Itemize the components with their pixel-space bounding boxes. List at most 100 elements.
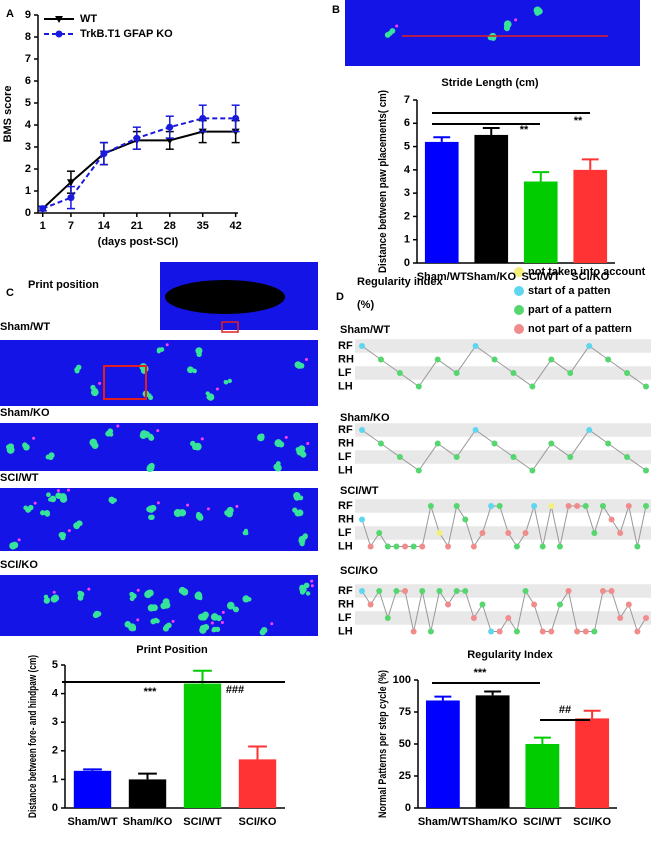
footprint [223,379,228,385]
footprint [162,625,169,632]
footprint [40,510,46,516]
step-band [355,423,651,437]
y-tick-label: 0 [404,257,410,269]
footprint [180,588,189,596]
step-path [361,429,647,472]
legend-label: not part of a pattern [528,323,632,335]
x-tick-label: SCI/KO [239,816,277,828]
step-dot [634,628,641,635]
step-dot [402,588,409,594]
footprint [43,594,49,600]
step-dot [510,370,517,376]
row-label: LF [338,612,352,624]
step-dot [505,615,512,621]
x-tick-label: 7 [68,220,74,232]
footprint-marker [270,622,274,626]
annotation: ## [559,704,571,716]
panel-letter: D [336,291,344,303]
step-dot [410,628,417,635]
group-label: SCI/KO [340,565,378,577]
row-label: RF [338,500,353,512]
step-dot [488,628,495,635]
y-tick-label: 0 [405,802,411,814]
footprint-marker [215,387,219,391]
step-dot [436,588,443,594]
annotation: *** [474,667,488,679]
y-tick-label: 25 [399,770,411,782]
footprint [196,511,201,517]
step-dot [565,503,572,509]
legend-label: part of a pattern [528,304,612,316]
bar [238,759,277,808]
x-axis-label: (days post-SCI) [98,236,179,248]
footprint [533,6,542,15]
footprint [490,35,496,41]
footprint-marker [165,343,169,347]
step-dot [624,370,631,376]
step-band [355,584,651,598]
panel-letter: A [6,8,14,20]
bar [523,181,558,263]
footprint [131,626,137,632]
footprint [300,538,306,544]
y-tick-label: 7 [404,94,410,106]
annotation: ### [226,684,244,696]
footprint-marker [52,590,56,594]
step-dot [427,503,434,509]
bar [525,744,560,808]
step-dot [625,601,632,608]
step-dot [522,588,529,594]
step-dot [643,503,649,509]
footprint [77,590,83,596]
step-dot [367,601,374,608]
x-tick-label: SCI/WT [183,816,222,828]
point [66,179,75,187]
point [199,114,207,122]
step-dot [488,503,495,509]
footprint-marker [210,621,214,625]
step-dot [376,530,383,536]
step-dot [384,543,391,550]
point [133,134,141,142]
bar [474,134,509,263]
step-band [355,499,651,513]
x-tick-label: 42 [230,220,242,232]
x-tick-label: 35 [197,220,209,232]
footprint-marker [310,584,314,588]
footprint-marker [171,619,175,623]
step-dot [434,440,441,447]
footprint-marker [98,381,102,385]
y-tick-label: 50 [399,738,411,750]
footprint [243,528,248,533]
step-dot [529,383,536,390]
footprint-marker [235,504,239,508]
step-band [355,526,651,540]
bar [575,718,610,808]
y-tick-label: 8 [25,31,31,43]
step-dot [384,615,391,621]
step-dot [548,628,555,635]
step-dot [472,343,479,349]
step-band [355,611,651,625]
point [100,150,108,158]
footprint [48,455,54,461]
step-dot [643,467,649,474]
bar [573,169,608,263]
footprint [200,613,208,621]
row-label: RH [338,353,354,365]
footprint [212,615,218,621]
row-label: RF [338,585,353,597]
annotation: ** [520,124,529,136]
x-tick-label: SCI/WT [523,816,562,828]
footprint-marker [17,538,21,542]
y-tick-label: 1 [52,773,58,785]
group-label: SCI/WT [0,472,39,484]
footprint [273,463,280,470]
legend-label: WT [80,13,97,25]
x-tick-label: SCI/WT [522,271,561,283]
footprint-marker [156,501,160,505]
step-dot [410,543,417,550]
step-dot [427,628,434,635]
y-tick-label: 3 [52,716,58,728]
step-dot [582,503,589,509]
